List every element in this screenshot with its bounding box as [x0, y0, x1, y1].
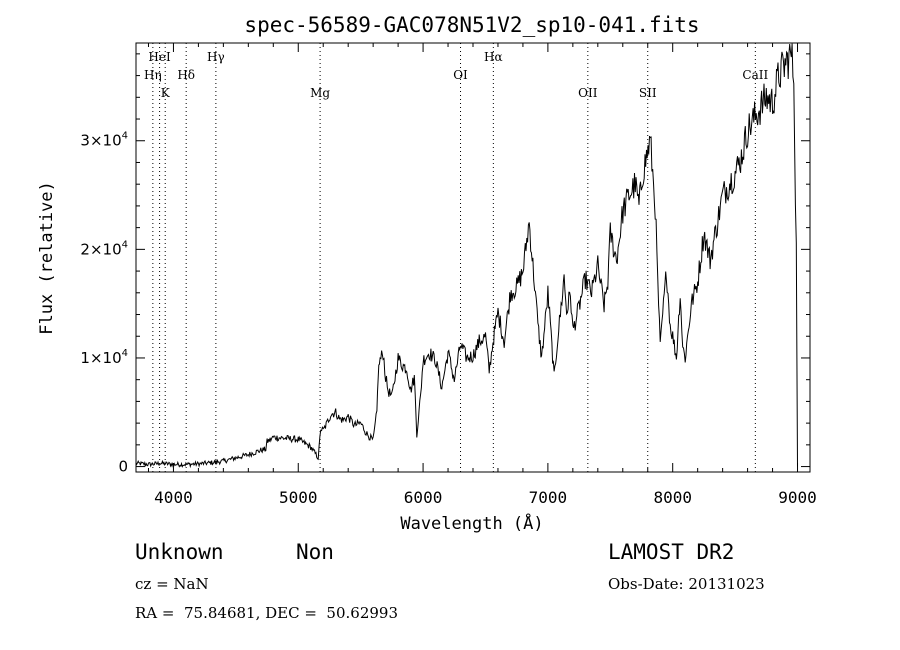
y-tick-exponent: 4	[122, 239, 128, 250]
obs-date-label: Obs-Date: 20131023	[608, 575, 765, 593]
y-tick-label: 1×104	[80, 348, 128, 367]
y-tick-mantissa: 2×10	[80, 240, 121, 258]
spectral-line-label: K	[161, 86, 171, 100]
spectral-line-label: Hη	[144, 68, 162, 82]
survey-label: LAMOST DR2	[608, 540, 735, 564]
plot-frame	[135, 42, 811, 473]
subclass-label: Non	[296, 540, 334, 564]
chart-title: spec-56589-GAC078N51V2_sp10-041.fits	[244, 13, 699, 37]
spectral-line-label: OI	[453, 68, 468, 82]
classification-label: Unknown	[135, 540, 224, 564]
x-axis-ticks: 4000 5000 6000 7000 8000 9000	[147, 43, 817, 507]
x-tick-label: 4000	[154, 488, 193, 507]
y-tick-mantissa: 1×10	[80, 349, 121, 367]
spectral-line-markers: Hη HeI K Hδ Hγ Mg OI Hα OII SII CaII	[144, 43, 768, 472]
spectral-line-label: OII	[578, 86, 598, 100]
redshift-label: cz = NaN	[135, 575, 209, 593]
coordinates-label: RA = 75.84681, DEC = 50.62993	[135, 604, 399, 622]
spectral-line-label: Mg	[310, 86, 330, 100]
y-tick-exponent: 4	[122, 348, 128, 359]
x-tick-label: 9000	[778, 488, 817, 507]
y-tick-label: 0	[118, 458, 128, 476]
y-tick-label: 2×104	[80, 239, 128, 258]
y-tick-mantissa: 3×10	[80, 132, 121, 150]
spectral-line-label: Hδ	[177, 68, 195, 82]
y-tick-exponent: 4	[122, 131, 128, 142]
x-tick-label: 7000	[529, 488, 568, 507]
spectral-line-label: Hα	[484, 50, 503, 64]
spectral-line-label: Hγ	[207, 50, 225, 64]
spectral-line-label: HeI	[148, 50, 171, 64]
x-tick-label: 6000	[404, 488, 443, 507]
x-tick-label: 8000	[653, 488, 692, 507]
x-tick-label: 5000	[279, 488, 318, 507]
spectrum-series-line	[135, 43, 798, 469]
y-axis-label: Flux (relative)	[37, 181, 57, 335]
y-tick-label: 3×104	[80, 131, 128, 150]
spectral-line-label: CaII	[742, 68, 768, 82]
x-axis-label: Wavelength (Å)	[400, 512, 543, 534]
spectral-line-label: SII	[639, 86, 657, 100]
